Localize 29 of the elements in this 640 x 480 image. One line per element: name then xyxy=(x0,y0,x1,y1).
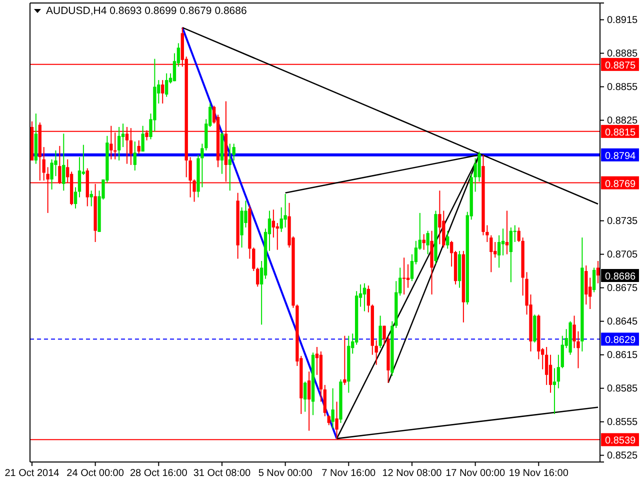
ref-line-label: 0.8875 xyxy=(605,60,636,72)
y-tick-label: 0.8735 xyxy=(607,216,638,227)
x-tick-label: 28 Oct 16:00 xyxy=(130,468,188,479)
y-tick-label: 0.8615 xyxy=(607,350,638,361)
y-tick-label: 0.8705 xyxy=(607,249,638,260)
y-tick-label: 0.8585 xyxy=(607,383,638,394)
chart-title: AUDUSD,H4 0.8693 0.8699 0.8679 0.8686 xyxy=(46,5,247,17)
ref-line-label: 0.8769 xyxy=(605,178,636,190)
ref-line-label: 0.8794 xyxy=(605,150,636,162)
y-tick-label: 0.8675 xyxy=(607,282,638,294)
y-tick-label: 0.8525 xyxy=(607,450,638,462)
ref-line-label: 0.8629 xyxy=(605,335,636,346)
x-tick-label: 24 Oct 00:00 xyxy=(66,468,124,479)
y-tick-label: 0.8555 xyxy=(607,416,638,428)
ref-line-label: 0.8815 xyxy=(605,127,636,138)
text: 0.8686 xyxy=(605,271,636,282)
x-tick-label: 12 Nov 08:00 xyxy=(382,468,442,479)
x-tick-label: 17 Nov 00:00 xyxy=(446,468,506,479)
y-tick-label: 0.8855 xyxy=(607,82,638,93)
x-tick-label: 7 Nov 16:00 xyxy=(322,468,376,479)
x-tick-label: 5 Nov 00:00 xyxy=(258,468,313,479)
x-tick-label: 31 Oct 08:00 xyxy=(193,468,252,479)
ref-line-label: 0.8539 xyxy=(605,436,636,447)
y-tick-label: 0.8885 xyxy=(607,48,638,60)
y-tick-label: 0.8825 xyxy=(607,115,638,126)
x-tick-label: 19 Nov 16:00 xyxy=(508,468,569,479)
y-tick-label: 0.8645 xyxy=(607,316,638,328)
x-tick-label: 21 Oct 2014 xyxy=(4,468,60,479)
y-tick-label: 0.8915 xyxy=(607,14,638,26)
